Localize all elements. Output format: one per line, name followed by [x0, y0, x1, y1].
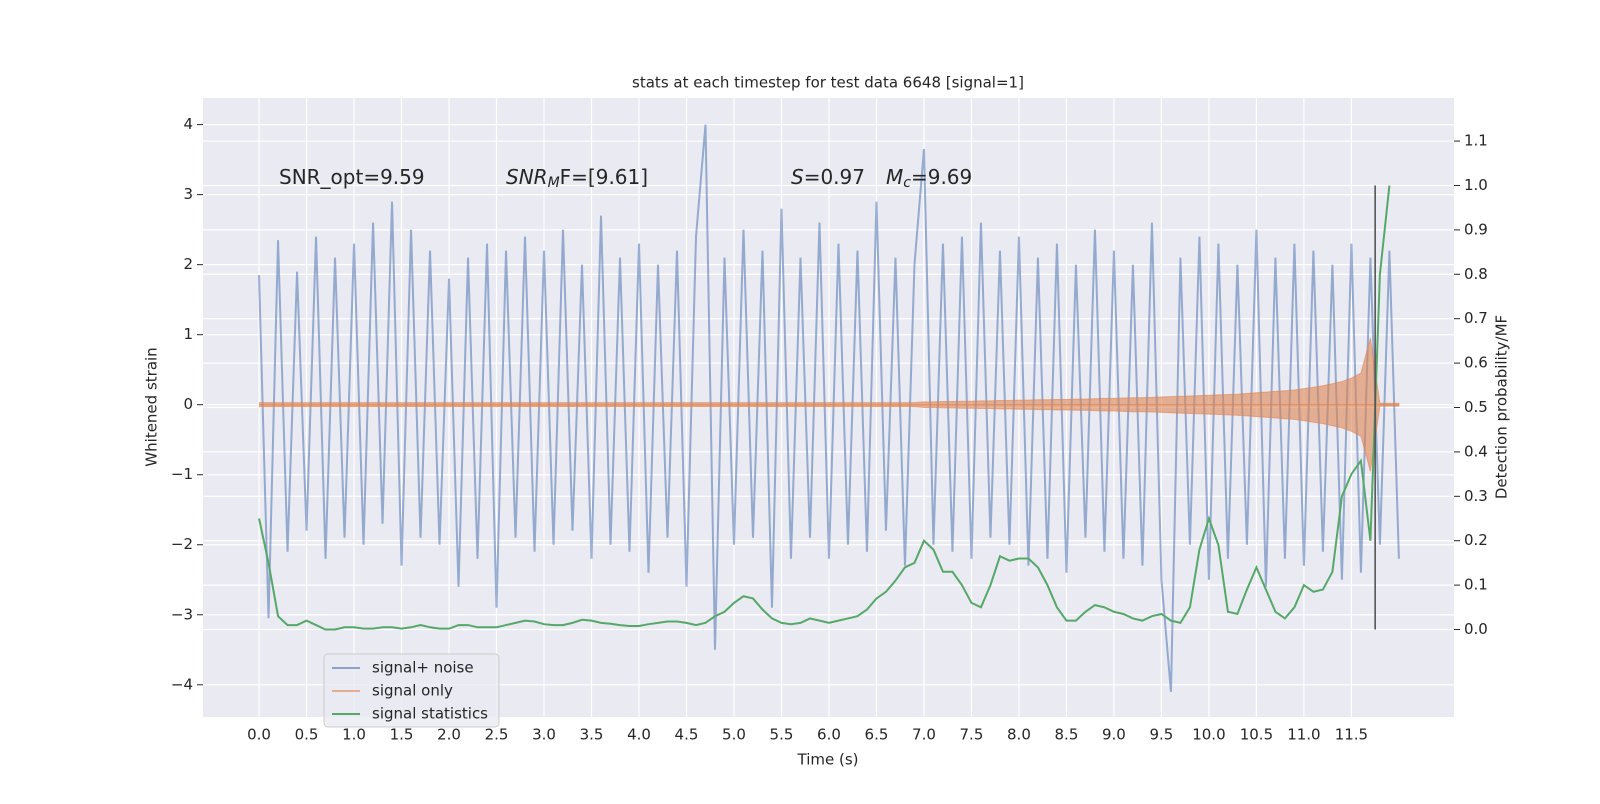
x-tick-label: 7.5 — [960, 726, 984, 744]
legend-label: signal+ noise — [372, 659, 474, 677]
annotation: S=0.97 — [791, 165, 865, 189]
annotation-part: =9.69 — [911, 165, 972, 189]
x-tick-label: 4.5 — [675, 726, 699, 744]
annotation-part: F=[9.61] — [560, 165, 648, 189]
y-tick-label: 0 — [183, 395, 193, 413]
y-tick-label: 2 — [183, 255, 193, 273]
y2-tick-label: 0.4 — [1464, 442, 1488, 460]
y2-tick-label: 0.1 — [1464, 576, 1488, 594]
y2-tick-label: 0.2 — [1464, 531, 1488, 549]
y-tick-label: 4 — [183, 115, 193, 133]
y-axis-label: Whitened strain — [143, 347, 161, 466]
x-tick-label: 1.0 — [342, 726, 366, 744]
signal-envelope-upper — [259, 338, 1400, 406]
x-tick-label: 3.5 — [580, 726, 604, 744]
x-tick-label: 10.5 — [1240, 726, 1273, 744]
x-tick-label: 2.5 — [485, 726, 509, 744]
y-tick-label: 1 — [183, 325, 193, 343]
x-tick-label: 9.0 — [1102, 726, 1126, 744]
x-tick-label: 5.5 — [770, 726, 794, 744]
x-tick-label: 6.0 — [817, 726, 841, 744]
y2-tick-label: 0.0 — [1464, 620, 1488, 638]
y2-axis-label: Detection probability/MF — [1493, 315, 1511, 499]
y2-tick-label: 0.7 — [1464, 309, 1488, 327]
x-tick-label: 1.5 — [390, 726, 414, 744]
y-tick-label: 3 — [183, 185, 193, 203]
legend-label: signal only — [372, 682, 453, 700]
y2-tick-label: 0.3 — [1464, 487, 1488, 505]
x-tick-label: 8.0 — [1007, 726, 1031, 744]
x-axis-label: Time (s) — [797, 751, 859, 769]
x-tick-label: 6.5 — [865, 726, 889, 744]
annotation-part: S — [791, 165, 804, 189]
y-tick-label: −4 — [171, 675, 193, 693]
x-tick-label: 11.0 — [1287, 726, 1320, 744]
signal-envelope-lower — [259, 404, 1400, 472]
y2-tick-label: 0.6 — [1464, 354, 1488, 372]
x-tick-label: 2.0 — [437, 726, 461, 744]
y-tick-label: −2 — [171, 535, 193, 553]
x-tick-label: 0.0 — [247, 726, 271, 744]
annotation-part: M — [548, 175, 560, 191]
y2-tick-label: 0.5 — [1464, 398, 1488, 416]
legend-label: signal statistics — [372, 705, 488, 723]
annotation: SNRMF=[9.61] — [506, 165, 648, 192]
y-tick-label: −3 — [171, 605, 193, 623]
annotation: Mc=9.69 — [886, 165, 972, 192]
x-tick-label: 7.0 — [912, 726, 936, 744]
y2-tick-label: 0.8 — [1464, 265, 1488, 283]
annotation-part: SNR_opt=9.59 — [279, 165, 425, 189]
x-tick-label: 8.5 — [1055, 726, 1079, 744]
y2-tick-label: 1.1 — [1464, 132, 1488, 150]
x-tick-label: 0.5 — [295, 726, 319, 744]
stat-line — [258, 185, 1391, 631]
annotation-part: M — [886, 165, 903, 189]
x-tick-label: 5.0 — [722, 726, 746, 744]
annotation-part: =0.97 — [804, 165, 865, 189]
annotation: SNR_opt=9.59 — [279, 165, 425, 189]
annotation-part: SNR — [506, 165, 548, 189]
x-tick-label: 3.0 — [532, 726, 556, 744]
noise-line — [258, 124, 1400, 692]
y2-tick-label: 0.9 — [1464, 220, 1488, 238]
x-tick-label: 4.0 — [627, 726, 651, 744]
annotation-part: c — [903, 175, 911, 191]
legend-box — [323, 653, 500, 728]
x-tick-label: 11.5 — [1335, 726, 1368, 744]
x-tick-label: 10.0 — [1192, 726, 1225, 744]
y2-tick-label: 1.0 — [1464, 176, 1488, 194]
y-tick-label: −1 — [171, 465, 193, 483]
x-tick-label: 9.5 — [1150, 726, 1174, 744]
chart-title: stats at each timestep for test data 664… — [632, 74, 1024, 92]
